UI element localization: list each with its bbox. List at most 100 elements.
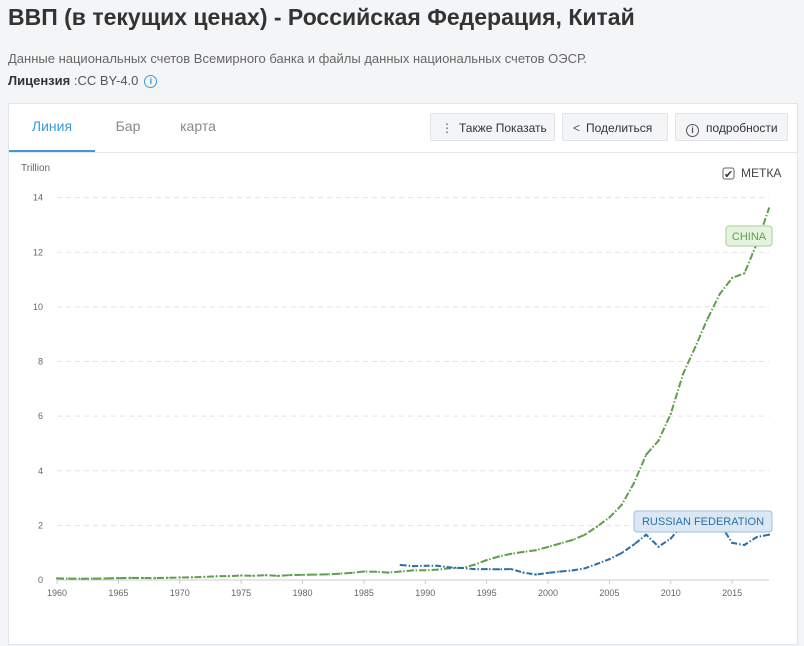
data-point[interactable] [559, 542, 562, 545]
data-point[interactable] [608, 558, 611, 561]
label-checkbox[interactable] [722, 167, 735, 180]
data-point[interactable] [436, 568, 439, 571]
data-point[interactable] [154, 577, 157, 580]
data-point[interactable] [326, 573, 329, 576]
data-point[interactable] [620, 551, 623, 555]
page-title: ВВП (в текущих ценах) - Российская Федер… [8, 4, 635, 30]
details-button[interactable]: i подробности [675, 113, 788, 141]
data-point[interactable] [632, 481, 636, 485]
data-point[interactable] [485, 568, 488, 571]
data-point[interactable] [313, 573, 316, 576]
data-point[interactable] [129, 576, 132, 579]
data-point[interactable] [534, 573, 537, 576]
data-point[interactable] [362, 570, 365, 573]
data-point[interactable] [252, 574, 255, 577]
data-point[interactable] [755, 536, 758, 539]
data-point[interactable] [534, 549, 537, 552]
info-icon: i [686, 124, 699, 137]
data-point[interactable] [706, 317, 709, 320]
data-point[interactable] [203, 575, 206, 578]
data-point[interactable] [645, 453, 648, 456]
data-point[interactable] [190, 576, 194, 579]
data-point[interactable] [411, 565, 415, 568]
data-point[interactable] [583, 533, 587, 536]
data-point[interactable] [510, 552, 513, 555]
data-point[interactable] [117, 577, 120, 580]
data-point[interactable] [166, 576, 169, 579]
tab-map[interactable]: карта [180, 118, 216, 134]
data-point[interactable] [424, 564, 427, 567]
annotation-china: CHINA [725, 225, 773, 247]
data-point[interactable] [571, 538, 574, 541]
share-icon: < [573, 121, 581, 135]
data-point[interactable] [596, 562, 599, 565]
data-point[interactable] [632, 543, 636, 546]
data-point[interactable] [301, 573, 304, 576]
data-point[interactable] [767, 533, 771, 536]
data-point[interactable] [497, 568, 500, 571]
data-point[interactable] [289, 574, 292, 577]
data-point[interactable] [522, 571, 525, 574]
data-point[interactable] [436, 564, 439, 567]
data-point[interactable] [80, 577, 83, 580]
data-point[interactable] [461, 566, 464, 570]
data-point[interactable] [264, 574, 267, 577]
data-point[interactable] [694, 345, 697, 349]
label-toggle[interactable]: ✔ МЕТКА [722, 166, 781, 181]
page-description: Данные национальных счетов Всемирного ба… [8, 51, 587, 66]
tab-line[interactable]: Линия [9, 104, 95, 152]
data-point[interactable] [473, 568, 476, 571]
data-point[interactable] [338, 572, 341, 575]
data-point[interactable] [583, 567, 587, 570]
data-point[interactable] [743, 543, 746, 547]
tab-bar-chart[interactable]: Бар [115, 118, 141, 134]
annotation-russia: RUSSIAN FEDERATION [633, 510, 773, 533]
data-point[interactable] [657, 545, 660, 548]
data-point[interactable] [411, 569, 415, 572]
data-point[interactable] [350, 571, 353, 574]
data-point[interactable] [92, 577, 95, 580]
data-point[interactable] [669, 412, 672, 415]
data-point[interactable] [227, 575, 230, 578]
data-point[interactable] [731, 541, 734, 544]
data-point[interactable] [620, 503, 623, 506]
data-point[interactable] [767, 207, 771, 210]
data-point[interactable] [559, 570, 562, 573]
data-point[interactable] [522, 550, 525, 553]
data-point[interactable] [669, 537, 672, 540]
data-point[interactable] [178, 576, 181, 579]
data-point[interactable] [485, 559, 488, 562]
data-point[interactable] [682, 372, 685, 375]
data-point[interactable] [546, 571, 550, 574]
info-icon[interactable]: i [144, 75, 158, 88]
share-button[interactable]: < Поделиться [562, 113, 668, 141]
data-point[interactable] [399, 563, 402, 567]
data-point[interactable] [399, 570, 402, 573]
data-point[interactable] [645, 533, 648, 536]
data-point[interactable] [596, 525, 599, 528]
data-point[interactable] [718, 292, 722, 295]
also-show-button[interactable]: ⋮ Также Показать [430, 113, 555, 141]
data-point[interactable] [240, 574, 243, 577]
data-point[interactable] [657, 439, 660, 442]
data-point[interactable] [55, 577, 59, 580]
data-point[interactable] [215, 575, 218, 578]
data-point[interactable] [571, 569, 574, 572]
data-point[interactable] [375, 570, 378, 573]
data-point[interactable] [473, 563, 476, 566]
data-point[interactable] [141, 576, 144, 580]
data-point[interactable] [276, 574, 280, 577]
data-point[interactable] [510, 568, 513, 571]
data-point[interactable] [387, 571, 390, 574]
russia-label: RUSSIAN FEDERATION [642, 516, 764, 528]
license-value[interactable]: :CC BY-4.0 [70, 73, 139, 88]
data-point[interactable] [546, 545, 550, 549]
data-point[interactable] [68, 577, 71, 580]
data-point[interactable] [424, 569, 427, 572]
data-point[interactable] [608, 516, 611, 519]
data-point[interactable] [448, 566, 451, 569]
data-point[interactable] [731, 276, 734, 279]
data-point[interactable] [105, 577, 108, 580]
data-point[interactable] [743, 272, 746, 275]
data-point[interactable] [497, 555, 500, 558]
